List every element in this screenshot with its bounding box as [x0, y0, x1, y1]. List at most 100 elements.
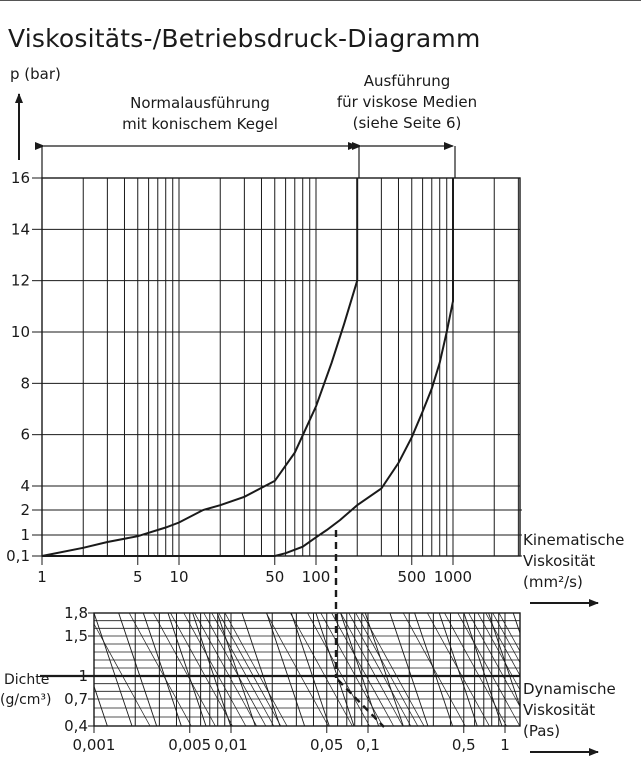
region-right-label-2: für viskose Medien — [337, 93, 477, 111]
lower-hatch-line — [94, 684, 108, 726]
lower-x-tick-label: 0,005 — [168, 736, 211, 754]
lower-hatch-line — [307, 613, 370, 726]
lower-y-tick-label: 0,7 — [64, 690, 88, 708]
lower-hatch-line — [170, 613, 233, 726]
lower-hatch-line — [361, 613, 425, 726]
lower-hatch-line — [498, 613, 520, 653]
lower-hatch-lines — [94, 613, 520, 726]
lower-hatch-line — [290, 613, 353, 726]
lower-hatch-line — [194, 613, 257, 726]
lower-x-axis-label-2: Viskosität — [523, 701, 595, 719]
lower-hatch-line — [167, 613, 207, 726]
lower-x-tick-labels: 0,001 0,005 0,01 0,05 0,1 0,5 1 — [73, 736, 510, 754]
lower-hatch-line — [211, 613, 275, 726]
upper-y-tick-label: 2 — [20, 501, 30, 519]
upper-x-tick-label: 5 — [133, 568, 143, 586]
lower-hatch-line — [485, 613, 520, 677]
upper-x-tick-label: 50 — [265, 568, 284, 586]
lower-hatch-line — [340, 613, 404, 726]
upper-y-tick-label: 8 — [20, 374, 30, 392]
top-rule — [0, 0, 641, 1]
lower-hatch-line — [94, 613, 133, 726]
lower-hatch-line — [265, 613, 329, 726]
lower-hatch-line — [348, 613, 412, 726]
page-title: Viskositäts-/Betriebsdruck-Diagramm — [8, 24, 481, 53]
region-left-label-2: mit konischem Kegel — [122, 115, 278, 133]
lower-grid — [40, 612, 521, 733]
lower-hatch-line — [290, 613, 330, 726]
lower-hatch-line — [457, 613, 520, 726]
lower-x-axis-label-1: Dynamische — [523, 680, 616, 698]
lower-hatch-line — [224, 613, 288, 726]
lower-hatch-line — [128, 613, 192, 726]
upper-x-tick-label: 1000 — [434, 568, 472, 586]
upper-x-axis-label-2: Viskosität — [523, 552, 595, 570]
lower-hatch-line — [203, 613, 267, 726]
upper-y-tick-label: 14 — [11, 220, 30, 238]
upper-x-tick-label: 100 — [302, 568, 331, 586]
lower-hatch-line — [142, 613, 182, 726]
lower-hatch-line — [402, 613, 466, 726]
upper-y-tick-label: 16 — [11, 169, 30, 187]
lower-y-tick-label: 0,4 — [64, 717, 88, 735]
upper-x-tick-label: 10 — [169, 568, 188, 586]
lower-hatch-line — [468, 613, 520, 708]
lower-y-tick-label: 1,8 — [64, 604, 88, 622]
lower-y-tick-label: 1 — [78, 667, 88, 685]
lower-x-tick-label: 0,5 — [452, 736, 476, 754]
upper-y-tick-label: 1 — [20, 526, 30, 544]
lower-hatch-line — [488, 613, 520, 708]
lower-x-tick-label: 0,01 — [214, 736, 247, 754]
upper-y-tick-label: 10 — [11, 323, 30, 341]
lower-hatch-line — [153, 613, 216, 726]
lower-hatch-line — [427, 613, 490, 726]
upper-y-tick-label: 0,1 — [6, 547, 30, 565]
upper-x-axis-label-1: Kinematische — [523, 531, 624, 549]
region-left-label-1: Normalausführung — [130, 94, 270, 112]
lower-hatch-line — [315, 613, 355, 726]
viscous-version-limit-curve — [42, 178, 454, 557]
upper-x-tick-label: 1 — [37, 568, 47, 586]
lower-x-axis-label-3: (Pas) — [523, 722, 560, 740]
lower-frame — [93, 612, 521, 727]
upper-y-tick-label: 4 — [20, 477, 30, 495]
lower-hatch-line — [444, 613, 507, 726]
upper-y-axis-label: p (bar) — [10, 65, 61, 83]
lower-hatch-line — [477, 613, 520, 691]
upper-frame — [41, 177, 521, 557]
lower-hatch-line — [216, 613, 256, 726]
lower-hatch-line — [331, 613, 394, 726]
lower-y-axis-label-1: Dichte — [4, 672, 49, 688]
lower-hatch-line — [492, 613, 520, 664]
lower-y-tick-labels: 1,8 1,5 1 0,7 0,4 — [64, 604, 88, 735]
lower-y-tick-label: 1,5 — [64, 627, 88, 645]
lower-hatch-line — [183, 613, 247, 726]
lower-x-tick-label: 0,1 — [356, 736, 380, 754]
upper-x-tick-label: 500 — [397, 568, 426, 586]
reading-dashed-line — [334, 530, 385, 728]
lower-hatch-line — [241, 613, 281, 726]
lower-x-tick-label: 0,001 — [73, 736, 116, 754]
normal-version-limit-curve — [41, 178, 359, 557]
lower-hatch-line — [355, 613, 419, 726]
upper-x-tick-labels: 1 5 10 50 100 500 1000 — [37, 568, 472, 586]
lower-hatch-line — [118, 613, 158, 726]
lower-y-axis-label-2: (g/cm³) — [0, 692, 51, 708]
lower-hatch-line — [266, 613, 306, 726]
upper-y-tick-label: 6 — [20, 426, 30, 444]
lower-hatch-line — [94, 623, 151, 726]
upper-x-axis-label-3: (mm²/s) — [523, 573, 583, 591]
region-right-label-1: Ausführung — [364, 72, 451, 90]
lower-x-tick-label: 0,05 — [310, 736, 343, 754]
region-dimension-lines — [35, 142, 456, 178]
upper-grid — [32, 177, 522, 565]
region-right-label-3: (siehe Seite 6) — [353, 114, 462, 132]
upper-y-tick-label: 12 — [11, 272, 30, 290]
lower-hatch-line — [320, 613, 384, 726]
lower-hatch-line — [463, 613, 503, 726]
upper-y-tick-labels: 16 14 12 10 8 6 4 2 1 0,1 — [6, 169, 30, 565]
lower-hatch-line — [364, 613, 404, 726]
lower-hatch-line — [218, 613, 282, 726]
lower-x-tick-label: 1 — [500, 736, 510, 754]
